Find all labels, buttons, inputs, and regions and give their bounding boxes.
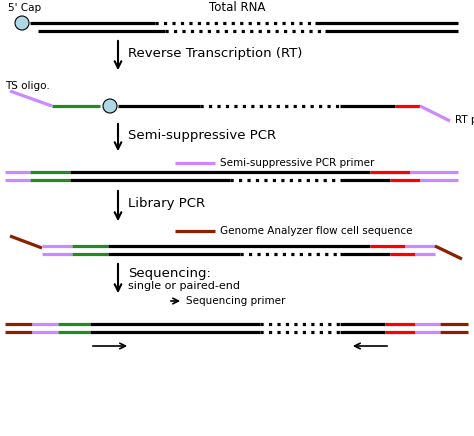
- Text: Total RNA: Total RNA: [209, 1, 265, 14]
- Text: RT primer: RT primer: [455, 115, 474, 125]
- Text: Sequencing:: Sequencing:: [128, 266, 211, 279]
- Circle shape: [15, 16, 29, 30]
- Text: Reverse Transcription (RT): Reverse Transcription (RT): [128, 48, 302, 61]
- Text: Genome Analyzer flow cell sequence: Genome Analyzer flow cell sequence: [220, 226, 412, 236]
- Text: TS oligo.: TS oligo.: [5, 81, 50, 91]
- Text: Library PCR: Library PCR: [128, 198, 205, 211]
- Text: 5' Cap: 5' Cap: [8, 3, 41, 13]
- Circle shape: [103, 99, 117, 113]
- Text: Sequencing primer: Sequencing primer: [186, 296, 285, 306]
- Text: Semi-suppressive PCR primer: Semi-suppressive PCR primer: [220, 158, 374, 168]
- Text: Semi-suppressive PCR: Semi-suppressive PCR: [128, 129, 276, 143]
- Text: single or paired-end: single or paired-end: [128, 281, 240, 291]
